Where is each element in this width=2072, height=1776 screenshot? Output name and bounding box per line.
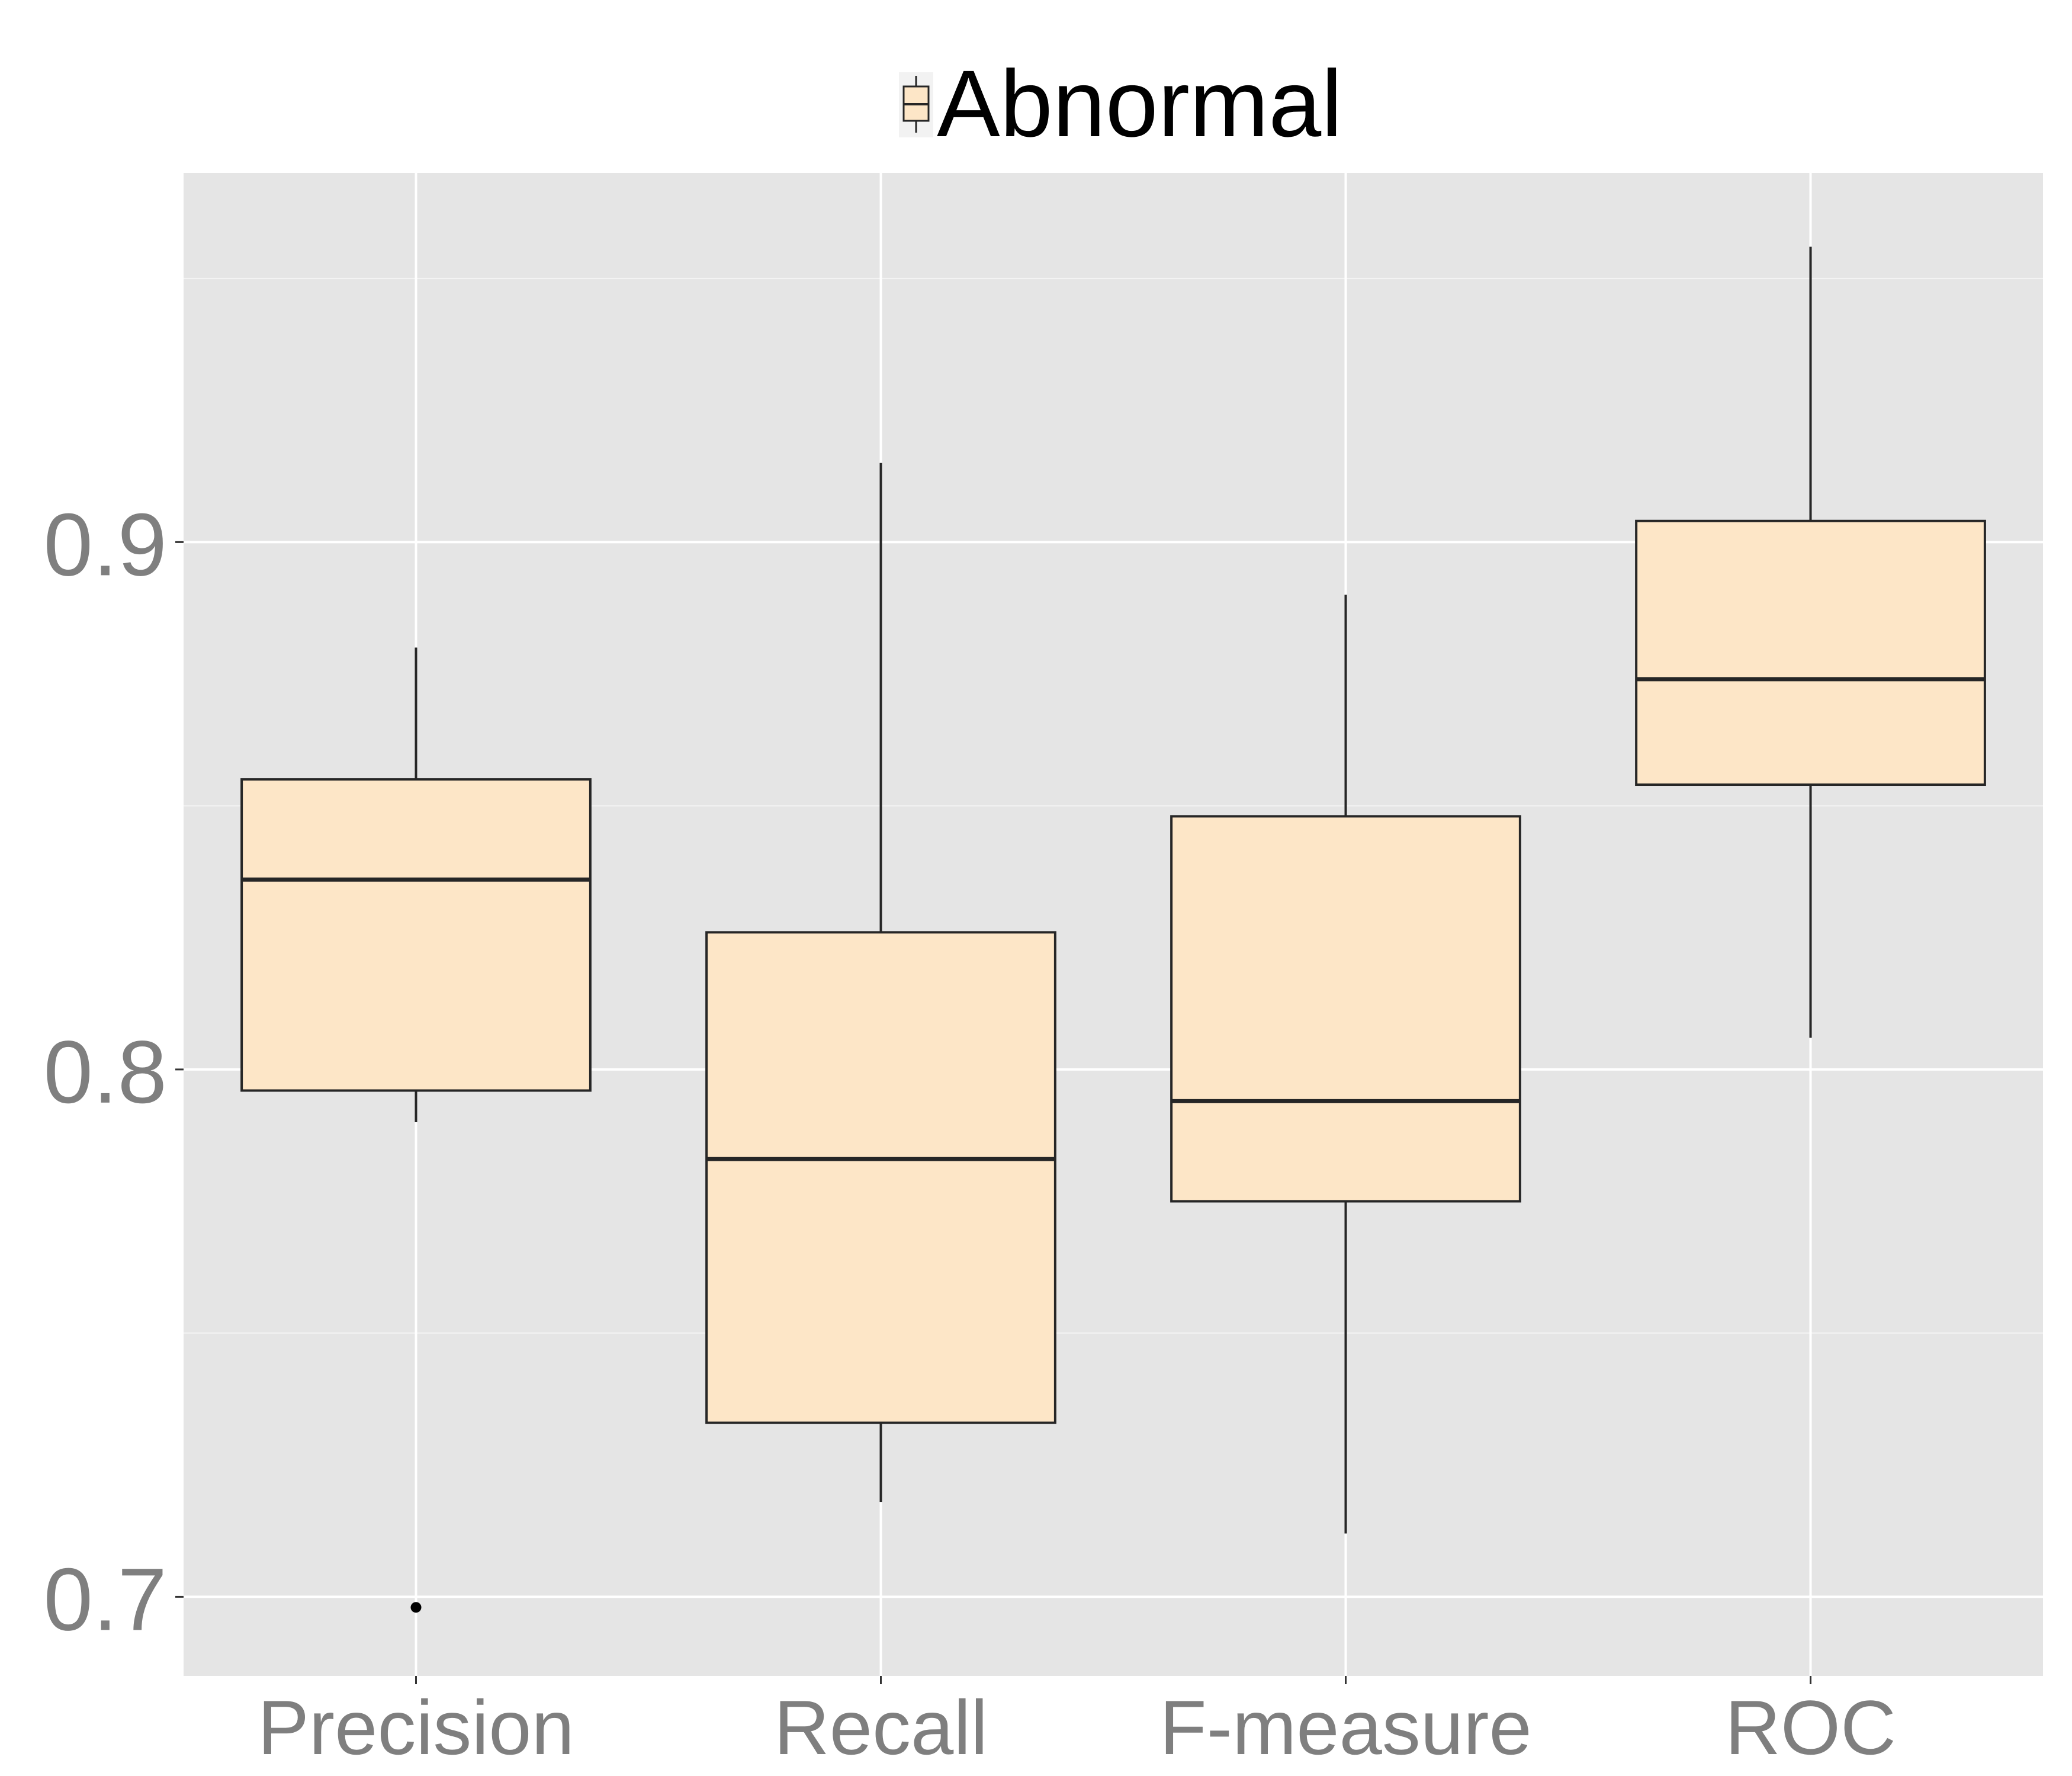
y-tick-label: 0.8 <box>43 1022 167 1122</box>
box-body-precision <box>240 778 592 1092</box>
y-tick-label: 0.9 <box>43 494 167 594</box>
legend-label-abnormal: Abnormal <box>937 50 1342 156</box>
y-axis-tick-labels: 0.7 0.8 0.9 <box>43 494 184 1649</box>
x-tick-label: ROC <box>1725 1684 1896 1771</box>
x-axis-tick-labels: Precision Recall F-measure ROC <box>258 1676 1896 1771</box>
x-tick-label: F-measure <box>1159 1684 1531 1771</box>
box-roc <box>1635 246 1986 1038</box>
box-body-recall <box>705 931 1056 1424</box>
box-precision <box>240 647 592 1613</box>
box-series-abnormal <box>240 246 1986 1613</box>
box-body-f-measure <box>1170 815 1521 1203</box>
box-f-measure <box>1170 595 1521 1534</box>
x-tick-label: Precision <box>258 1684 574 1771</box>
box-recall <box>705 463 1056 1502</box>
y-tick-label: 0.7 <box>43 1549 167 1649</box>
outlier-point-precision <box>410 1602 422 1613</box>
x-tick-label: Recall <box>774 1684 988 1771</box>
box-body-roc <box>1635 519 1986 786</box>
legend: Abnormal <box>899 50 1342 156</box>
